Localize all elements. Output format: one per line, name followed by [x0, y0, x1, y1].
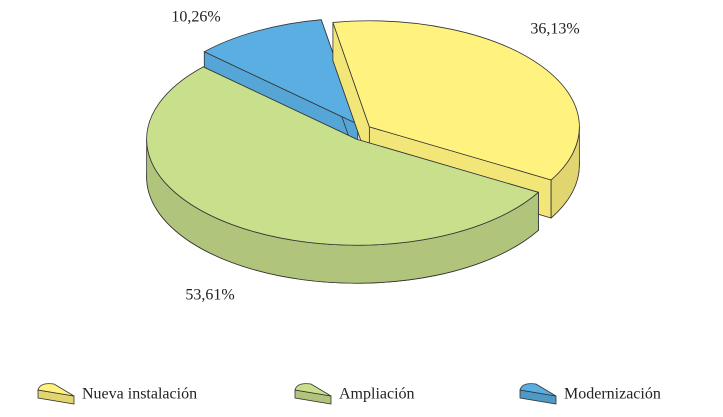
- legend-label: Modernización: [564, 386, 661, 403]
- legend-swatch: [294, 383, 332, 397]
- data-label: 36,13%: [530, 21, 579, 38]
- slice: [146, 66, 540, 284]
- legend-swatch: [37, 383, 75, 397]
- slice-top: [332, 20, 580, 181]
- slice-top: [146, 66, 540, 246]
- legend-label: Nueva instalación: [82, 386, 197, 403]
- legend-label: Ampliación: [339, 386, 415, 403]
- slice-top: [203, 19, 359, 125]
- data-label: 53,61%: [185, 287, 234, 304]
- legend-swatch: [519, 383, 557, 397]
- data-label: 10,26%: [171, 9, 220, 26]
